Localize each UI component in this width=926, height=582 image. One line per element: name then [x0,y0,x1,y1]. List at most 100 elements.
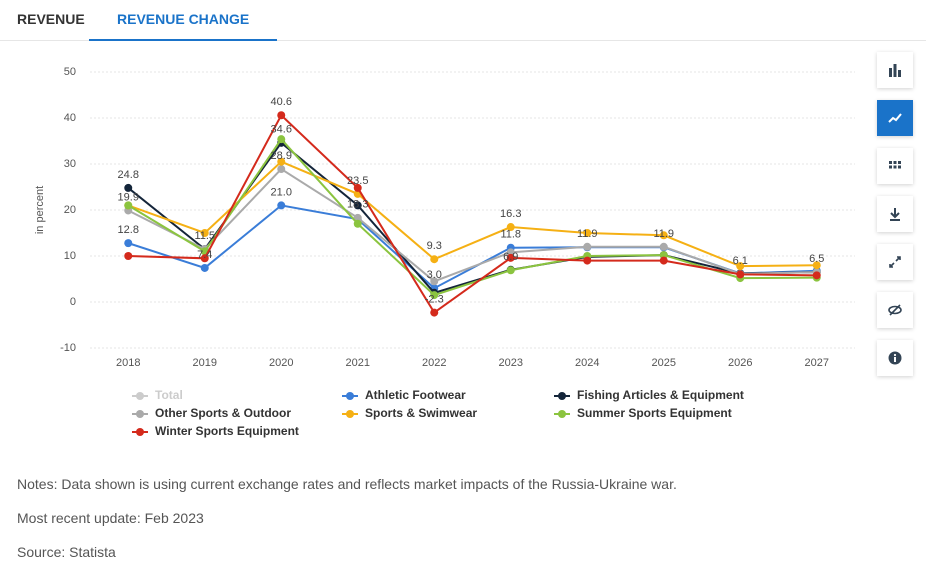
data-point [124,252,133,260]
bar-view[interactable] [877,52,913,88]
legend-item[interactable]: Athletic Footwear [342,388,466,402]
data-point [736,262,745,271]
toolbar [877,52,913,388]
hide[interactable] [877,292,913,328]
x-tick-label: 2025 [652,357,676,369]
data-point [812,271,821,280]
legend-swatch [558,392,566,400]
data-point [353,219,362,228]
series-line [127,160,817,268]
data-label: 6.5 [809,253,824,265]
y-tick-label: 0 [70,296,76,308]
legend-label: Sports & Swimwear [365,406,477,420]
data-point [430,291,439,300]
data-label: 21.0 [271,186,292,198]
data-point [277,157,286,166]
data-point [353,201,362,210]
data-point [430,255,439,264]
tab[interactable]: REVENUE CHANGE [88,11,278,41]
legend-item[interactable]: Total [132,388,183,402]
legend-swatch [346,392,354,400]
data-point [277,111,286,120]
legend-item[interactable]: Sports & Swimwear [342,406,477,420]
y-tick-label: 50 [64,66,76,78]
data-label: 11.9 [577,228,598,240]
note: Source: Statista [17,544,116,560]
series-line [127,204,817,290]
series-line [128,113,817,315]
x-tick-label: 2023 [499,357,523,369]
data-label: 40.6 [271,96,292,108]
data-point [812,261,821,270]
y-tick-label: -10 [60,342,76,354]
x-tick-label: 2020 [269,357,293,369]
note: Notes: Data shown is using current excha… [17,476,677,492]
data-point [506,248,515,257]
x-tick-label: 2019 [193,357,217,369]
fullscreen[interactable] [877,244,913,280]
data-point [200,254,209,263]
legend-label: Total [155,388,183,402]
data-point [277,201,286,210]
x-tick-label: 2027 [805,357,829,369]
info[interactable] [877,340,913,376]
legend-label: Other Sports & Outdoor [155,406,291,420]
tab-bar: REVENUE REVENUE CHANGE [0,0,926,41]
data-point [506,266,515,275]
legend-swatch [136,428,144,436]
legend-item[interactable]: Other Sports & Outdoor [132,406,291,420]
data-label: 11.5 [194,230,215,242]
data-point [124,201,133,210]
data-label: 3.0 [427,269,442,281]
table-view[interactable] [877,148,913,184]
legend-swatch [346,410,354,418]
data-label: 11.9 [653,228,674,240]
data-point [659,251,668,260]
y-tick-label: 30 [64,158,76,170]
data-label: 34.6 [271,124,292,136]
x-tick-label: 2026 [728,357,752,369]
data-point [430,308,439,317]
data-point [583,229,592,237]
x-tick-label: 2018 [116,357,140,369]
series-line [127,167,817,283]
legend-label: Winter Sports Equipment [155,424,299,438]
data-label: 23.5 [347,175,368,187]
x-tick-label: 2022 [422,357,446,369]
data-label: 12.8 [118,224,139,236]
legend: Total Athletic Footwear Fishing Articles &… [132,388,744,438]
series-line [127,137,817,297]
legend-item[interactable]: Winter Sports Equipment [132,424,299,438]
y-tick-label: 10 [64,250,76,262]
data-point [506,223,515,232]
data-label: 6.1 [733,255,748,267]
x-tick-label: 2024 [575,357,599,369]
tab[interactable]: REVENUE [17,11,85,27]
download[interactable] [877,196,913,232]
data-label: 19.9 [118,191,139,203]
data-label: 7.4 [197,249,212,261]
y-tick-label: 20 [64,204,76,216]
y-tick-label: 40 [64,112,76,124]
legend-swatch [136,392,144,400]
data-label: 16.3 [500,208,521,220]
legend-label: Summer Sports Equipment [577,406,732,420]
legend-item[interactable]: Fishing Articles & Equipment [554,388,744,402]
x-tick-label: 2021 [346,357,370,369]
data-point [124,183,133,192]
data-point [277,135,286,144]
data-point [659,256,668,265]
data-label: 24.8 [118,169,139,181]
legend-item[interactable]: Summer Sports Equipment [554,406,732,420]
data-label: 6.9 [503,251,518,263]
data-point [659,231,668,240]
data-point [583,256,592,265]
line-view[interactable] [877,100,913,136]
data-point [430,277,439,286]
legend-swatch [558,410,566,418]
data-point [277,165,286,174]
data-label: -2.3 [425,293,444,305]
data-label: 18.3 [347,199,368,211]
legend-label: Fishing Articles & Equipment [577,388,744,402]
